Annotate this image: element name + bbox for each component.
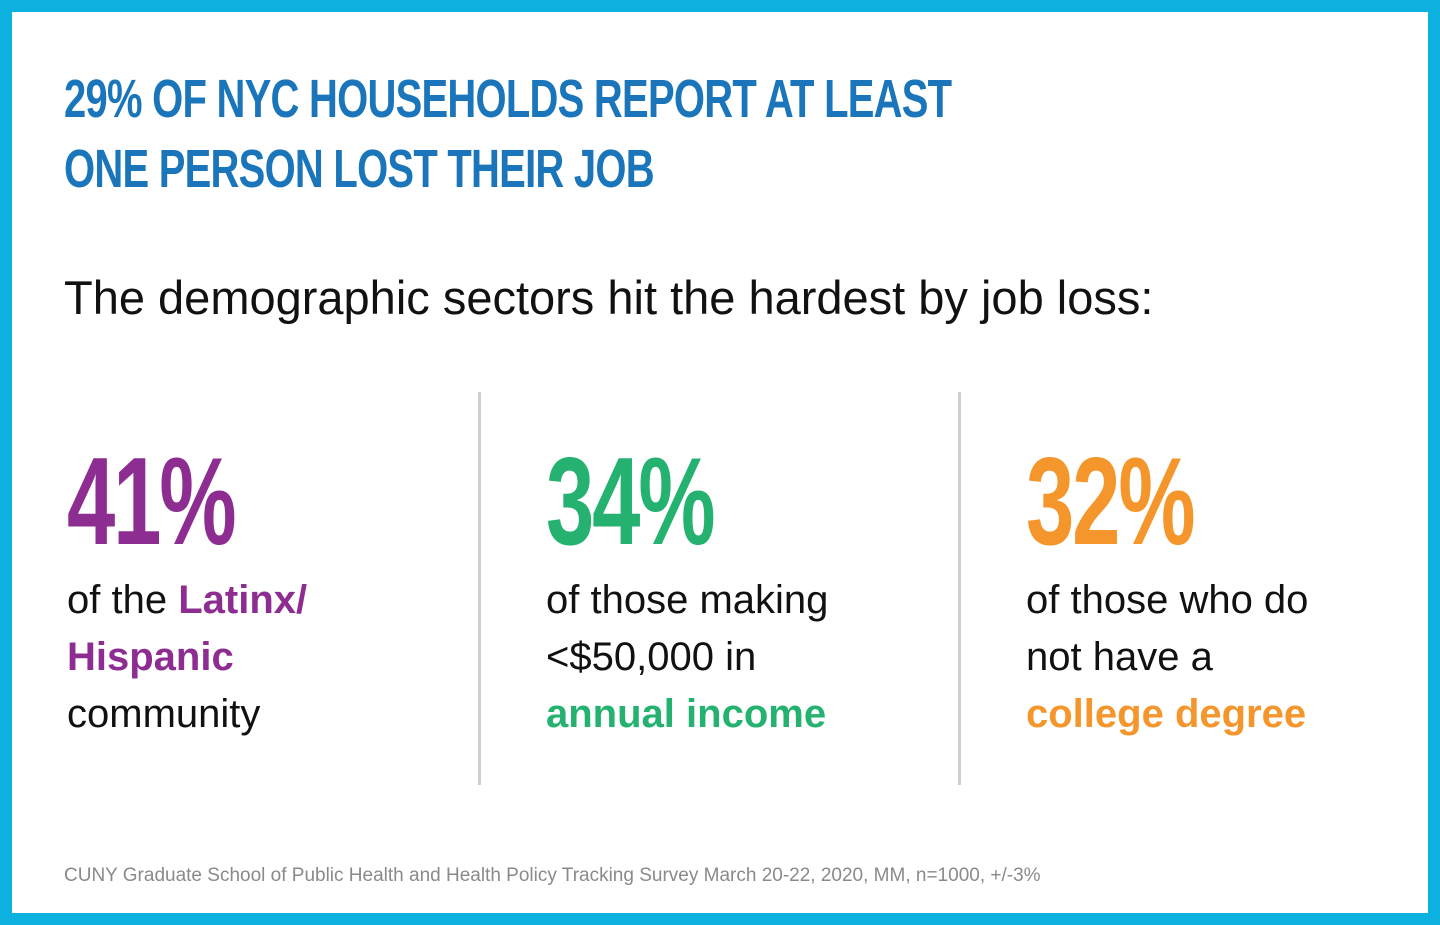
stat-description: of those making <$50,000 in annual incom… [546,572,946,743]
stat-desc-line-1: of the Latinx/ [67,572,467,629]
stat-no-college-degree: 32% of those who do not have a college d… [1026,432,1426,743]
headline: 29% OF NYC HOUSEHOLDS REPORT AT LEAST ON… [64,64,952,204]
stat-description: of the Latinx/ Hispanic community [67,572,467,743]
headline-line-2: ONE PERSON LOST THEIR JOB [64,139,655,199]
source-citation: CUNY Graduate School of Public Health an… [64,865,1041,886]
stat-low-income: 34% of those making <$50,000 in annual i… [546,432,946,743]
stat-highlight: annual income [546,692,827,736]
stat-description: of those who do not have a college degre… [1026,572,1426,743]
stat-value: 34% [546,433,716,571]
stat-highlight: college degree [1026,692,1307,736]
stat-highlight: Hispanic [67,635,234,679]
column-divider [958,392,961,785]
stat-latinx-hispanic: 41% of the Latinx/ Hispanic community [67,432,467,743]
stat-desc-line-3: community [67,692,261,736]
stat-desc-line-1: of those making [546,578,829,622]
stat-value: 41% [67,433,237,571]
subheading: The demographic sectors hit the hardest … [64,271,1154,324]
stat-desc-text: of the [67,578,179,622]
stat-value: 32% [1026,433,1196,571]
stat-desc-line-2: not have a [1026,635,1213,679]
stat-highlight: Latinx/ [178,578,308,622]
column-divider [478,392,481,785]
stat-desc-line-2: <$50,000 in [546,635,757,679]
headline-line-1: 29% OF NYC HOUSEHOLDS REPORT AT LEAST [64,69,952,129]
stat-desc-line-1: of those who do [1026,578,1309,622]
